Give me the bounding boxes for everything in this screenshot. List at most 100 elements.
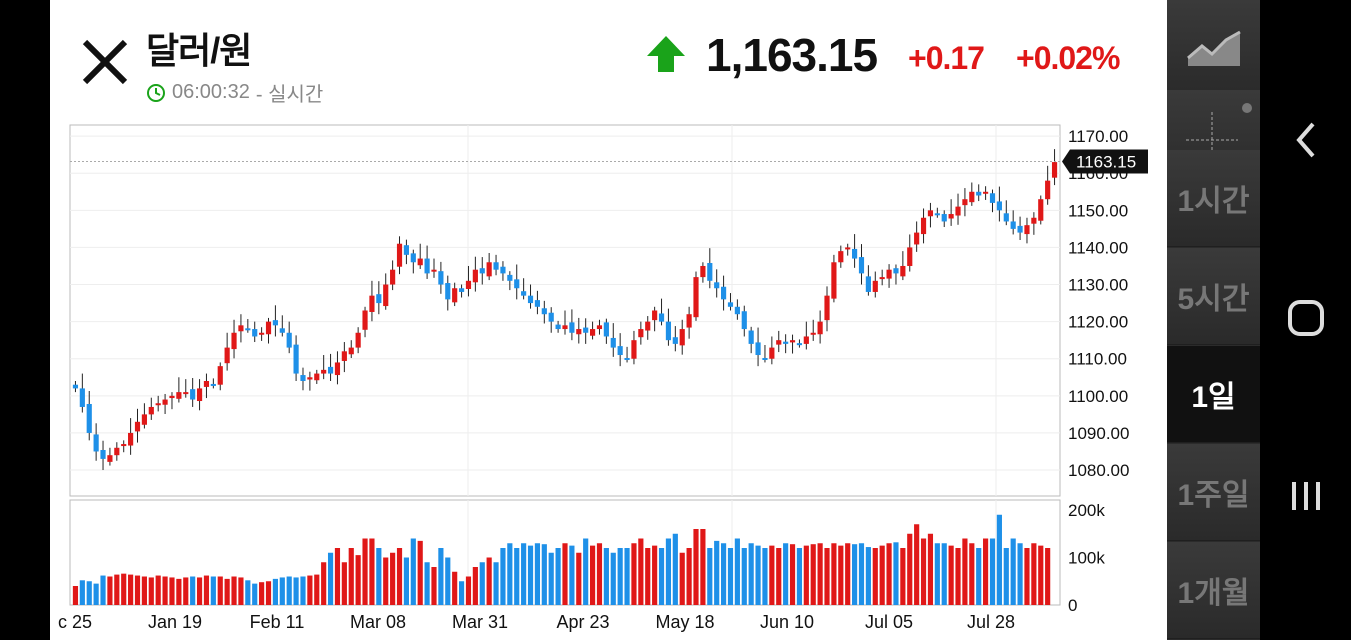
candle [362,310,368,330]
volume-bar [672,533,678,605]
candle [845,247,851,250]
candle [569,322,575,333]
candle [652,310,658,321]
volume-bar [1038,545,1044,605]
candle [86,403,92,433]
candle [645,321,651,331]
volume-bar [886,543,892,605]
volume-bar [610,552,616,605]
candle [727,302,734,307]
y-tick-label: 1120.00 [1068,313,1128,332]
time-row: 06:00:32 - 실시간 [146,78,323,107]
volume-bar [679,552,685,605]
volume-bar [693,529,699,605]
timeframe-5hour[interactable]: 5시간 [1167,248,1260,345]
volume-bar [700,529,706,605]
timeframe-sidebar: 1시간 5시간 1일 1주일 1개월 [1167,0,1260,640]
candle [955,206,961,216]
volume-bar [134,575,141,605]
volume-bar [252,583,258,605]
volume-bar [348,548,354,605]
volume-bar [810,544,816,605]
volume-bar [107,576,113,605]
x-tick-label: Jan 19 [148,612,202,632]
volume-bar [293,577,299,605]
volume-tick-label: 0 [1068,596,1077,615]
realtime-label: - 실시간 [255,84,324,106]
volume-bar [238,577,244,605]
volume-bar [169,577,175,605]
x-tick-label: Mar 08 [350,612,406,632]
candle [803,336,809,344]
volume-bar [376,548,382,605]
volume-bar [452,571,458,605]
candle [686,314,692,328]
candle [169,395,175,399]
volume-bar [948,545,954,605]
volume-bar [493,562,499,605]
candle [252,329,258,337]
back-button[interactable] [1260,120,1351,160]
recent-apps-button[interactable] [1260,478,1351,514]
volume-bar [1003,548,1009,605]
candle [658,313,665,322]
volume-bar [424,562,430,605]
volume-bar [555,548,561,605]
candlestick-chart[interactable]: 1170.001160.001150.001140.001130.001120.… [50,0,1167,640]
candle [886,269,892,279]
timeframe-1month[interactable]: 1개월 [1167,542,1260,639]
candle [1045,180,1051,200]
candle [521,291,527,296]
volume-bar [858,543,865,605]
candle [700,265,706,278]
timeframe-1hour[interactable]: 1시간 [1167,150,1260,247]
volume-bar [327,552,334,605]
candle [617,346,623,356]
volume-bar [838,545,844,605]
candle [259,332,265,335]
candle [1051,162,1058,178]
candle [824,295,830,321]
candle [383,284,389,307]
candle [769,347,775,359]
timestamp: 06:00:32 [172,81,250,103]
system-nav-bar [1260,0,1351,640]
candle [238,325,244,332]
candle [1024,225,1030,235]
close-icon[interactable] [80,37,130,87]
volume-bar [955,548,961,605]
candle [479,268,485,274]
candle [1010,221,1016,229]
candle [107,455,113,462]
volume-bar [914,524,920,605]
candle [941,214,947,222]
candle [396,243,403,267]
volume-bar [852,544,858,605]
volume-bar [155,575,161,605]
candle [741,311,747,330]
home-button[interactable] [1260,298,1351,338]
candle [507,274,513,281]
candle [838,251,844,263]
timeframe-1week[interactable]: 1주일 [1167,444,1260,541]
volume-bar [762,548,768,605]
volume-bar [79,580,85,605]
x-tick-label: Feb 11 [250,612,305,632]
candle [776,340,782,345]
candle [286,332,292,348]
x-tick-label: Jul 28 [967,612,1015,632]
home-icon [1287,300,1324,336]
y-tick-label: 1080.00 [1068,461,1129,480]
timeframe-1day[interactable]: 1일 [1167,346,1260,443]
volume-bar [72,586,79,605]
volume-bar [272,578,278,605]
candle [934,213,940,216]
volume-bar [224,578,230,605]
volume-bar [472,567,478,605]
candle [141,414,147,425]
candle [789,340,796,343]
candle [231,332,237,350]
volume-bar [458,581,465,605]
candle [879,277,885,280]
line-chart-button[interactable] [1167,0,1260,97]
